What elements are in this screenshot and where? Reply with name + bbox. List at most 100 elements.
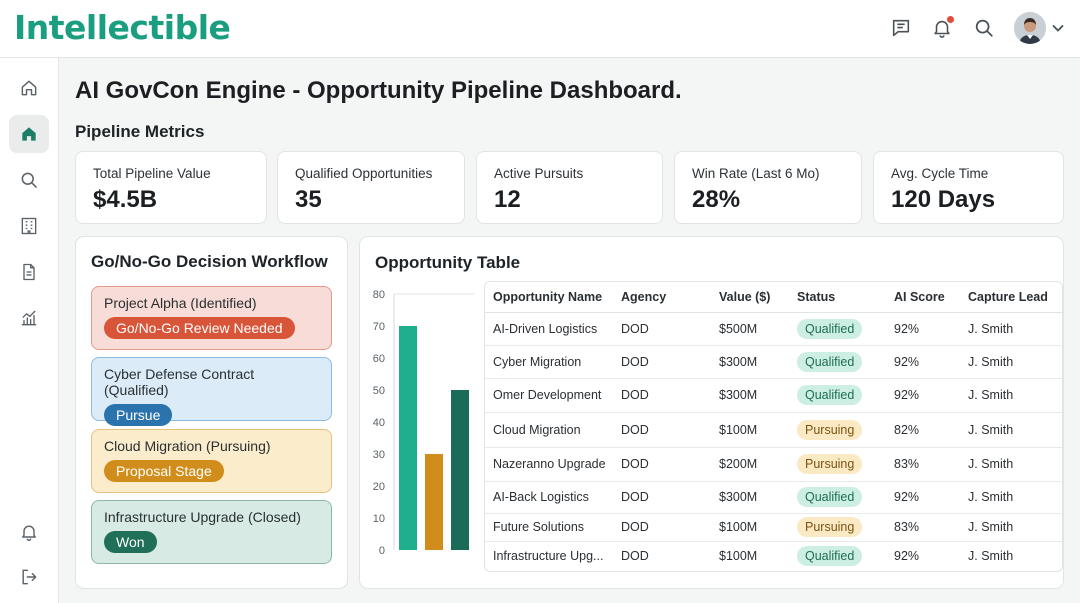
workflow-status-badge[interactable]: Won — [104, 531, 157, 553]
workflow-card-cyber-defense[interactable]: Cyber Defense Contract (Qualified) Pursu… — [91, 357, 332, 426]
metric-label: Qualified Opportunities — [295, 166, 433, 181]
building-icon — [21, 217, 37, 235]
cell-capture-lead: J. Smith — [960, 378, 1062, 413]
metrics-section-title: Pipeline Metrics — [75, 122, 205, 141]
cell-opportunity-name: Omer Development — [485, 378, 613, 413]
metric-card-active-pursuits: Active Pursuits 12 — [476, 151, 663, 224]
y-tick-label: 20 — [373, 481, 385, 493]
chevron-down-icon[interactable] — [1050, 20, 1066, 36]
cell-opportunity-name: Cloud Migration — [485, 412, 613, 448]
metric-card-win-rate: Win Rate (Last 6 Mo) 28% — [674, 151, 862, 224]
logout-icon — [22, 569, 37, 585]
cell-agency: DOD — [613, 412, 711, 448]
workflow-card-title: Cloud Migration (Pursuing) — [104, 438, 271, 454]
column-header-opportunity-name[interactable]: Opportunity Name — [485, 282, 613, 313]
workflow-card-infrastructure-upgrade[interactable]: Infrastructure Upgrade (Closed) Won — [91, 500, 332, 564]
cell-ai-score: 92% — [894, 549, 920, 564]
workflow-status-badge[interactable]: Go/No-Go Review Needed — [104, 317, 295, 339]
cell-opportunity-name: Future Solutions — [485, 513, 613, 542]
page-title: AI GovCon Engine - Opportunity Pipeline … — [75, 77, 682, 104]
cell-ai-score: 92% — [886, 378, 960, 413]
metric-value: $4.5B — [93, 186, 158, 213]
cell-status: Pursuing — [789, 447, 886, 482]
y-tick-label: 40 — [373, 417, 385, 429]
sidebar-item-analytics[interactable] — [9, 299, 49, 337]
document-icon — [23, 263, 35, 281]
app-logo[interactable]: Intellectible — [14, 8, 231, 47]
cell-value: $100M — [711, 412, 789, 448]
sidebar-item-dashboard[interactable] — [9, 115, 49, 153]
cell-agency: DOD — [621, 549, 649, 564]
workflow-card-project-alpha[interactable]: Project Alpha (Identified) Go/No-Go Revi… — [91, 286, 332, 350]
analytics-icon — [21, 310, 37, 326]
chart-bar — [451, 390, 469, 550]
cell-value: $500M — [711, 312, 789, 346]
cell-status: Pursuing — [789, 513, 886, 542]
cell-capture-lead: J. Smith — [960, 412, 1062, 448]
table-row[interactable]: Infrastructure Upg... DOD $100M Qualified 92… — [485, 541, 1062, 571]
metric-label: Win Rate (Last 6 Mo) — [692, 166, 820, 181]
workflow-card-cloud-migration[interactable]: Cloud Migration (Pursuing) Proposal Stag… — [91, 429, 332, 493]
status-badge: Qualified — [797, 318, 863, 339]
sidebar-item-search[interactable] — [9, 161, 49, 199]
cell-capture-lead: J. Smith — [960, 345, 1062, 379]
opportunity-table-title: Opportunity Table — [375, 253, 521, 272]
column-header-status[interactable]: Status — [789, 282, 886, 313]
cell-agency: DOD — [613, 481, 711, 514]
cell-capture-lead: J. Smith — [960, 513, 1062, 542]
table-row[interactable]: AI-Back Logistics DOD $300M Qualified 92% J. … — [485, 481, 1062, 514]
cell-status: Pursuing — [789, 412, 886, 448]
metric-card-qualified: Qualified Opportunities 35 — [277, 151, 465, 224]
message-icon[interactable] — [888, 15, 914, 41]
cell-agency: DOD — [613, 447, 711, 482]
search-icon[interactable] — [971, 15, 997, 41]
table-row[interactable]: Cloud Migration DOD $100M Pursuing 82% J. Smi… — [485, 412, 1062, 448]
cell-ai-score: 82% — [886, 412, 960, 448]
cell-capture-lead: J. Smith — [960, 447, 1062, 482]
chart-bar — [399, 326, 417, 550]
sidebar-item-logout[interactable] — [9, 558, 49, 596]
cell-opportunity-name: AI-Driven Logistics — [485, 312, 613, 346]
workflow-panel: Go/No-Go Decision Workflow Project Alpha… — [75, 236, 348, 589]
bell-icon — [22, 525, 36, 541]
metric-value: 28% — [692, 186, 741, 213]
table-row[interactable]: Cyber Migration DOD $300M Qualified 92% J. Sm… — [485, 345, 1062, 379]
cell-capture-lead: J. Smith — [960, 312, 1062, 346]
bell-icon[interactable] — [929, 15, 955, 41]
sidebar-item-notifications[interactable] — [9, 513, 49, 551]
top-bar: Intellectible — [0, 0, 1080, 58]
y-tick-label: 60 — [373, 353, 385, 365]
home-filled-icon — [22, 127, 36, 141]
column-header-ai-score[interactable]: AI Score — [886, 282, 960, 313]
column-header-agency[interactable]: Agency — [613, 282, 711, 313]
metric-label: Total Pipeline Value — [93, 166, 211, 181]
table-row[interactable]: Nazeranno Upgrade DOD $200M Pursuing 83% J. S… — [485, 447, 1062, 482]
cell-ai-score: 83% — [886, 447, 960, 482]
home-outline-icon — [21, 80, 37, 96]
cell-agency: DOD — [613, 378, 711, 413]
sidebar-item-documents[interactable] — [9, 253, 49, 291]
avatar[interactable] — [1014, 12, 1046, 44]
column-header-value[interactable]: Value ($) — [711, 282, 789, 313]
y-tick-label: 30 — [373, 449, 385, 461]
workflow-status-badge[interactable]: Pursue — [104, 404, 173, 426]
cell-capture-lead: J. Smith — [960, 481, 1062, 514]
cell-value: $100M — [719, 549, 758, 564]
table-row[interactable]: Future Solutions DOD $100M Pursuing 83% J. Sm… — [485, 513, 1062, 542]
y-tick-label: 80 — [373, 289, 385, 301]
cell-value: $300M — [711, 481, 789, 514]
cell-value: $300M — [711, 345, 789, 379]
opportunity-table: Opportunity Name Agency Value ($) Status… — [484, 281, 1063, 572]
sidebar-item-home[interactable] — [9, 69, 49, 107]
notification-dot — [947, 16, 954, 23]
sidebar-item-agencies[interactable] — [9, 207, 49, 245]
cell-ai-score: 92% — [886, 345, 960, 379]
table-row[interactable]: Omer Development DOD $300M Qualified 92% J. S… — [485, 378, 1062, 413]
y-tick-label: 0 — [379, 545, 385, 557]
metric-value: 120 Days — [891, 186, 996, 213]
workflow-status-badge[interactable]: Proposal Stage — [104, 460, 224, 482]
column-header-capture-lead[interactable]: Capture Lead — [960, 282, 1062, 313]
table-row[interactable]: AI-Driven Logistics DOD $500M Qualified 92% J… — [485, 312, 1062, 346]
cell-status: Qualified — [789, 541, 886, 571]
cell-opportunity-name: Nazeranno Upgrade — [485, 447, 613, 482]
